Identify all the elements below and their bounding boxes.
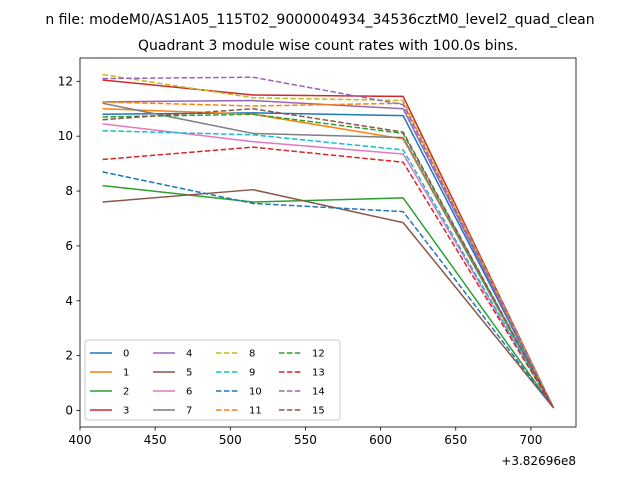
legend-box <box>84 339 341 421</box>
legend-label-13: 13 <box>312 368 325 379</box>
x-tick-label: 450 <box>144 433 167 447</box>
legend-label-0: 0 <box>123 349 129 360</box>
series-line-14 <box>102 76 555 409</box>
series-line-2 <box>102 184 555 409</box>
legend-label-11: 11 <box>249 406 262 417</box>
legend-label-2: 2 <box>123 387 129 398</box>
chart-title: Quadrant 3 module wise count rates with … <box>138 38 518 54</box>
x-tick-label: 600 <box>369 433 392 447</box>
series-line-9 <box>102 129 555 409</box>
series-line-13 <box>102 146 555 409</box>
x-tick-label: 700 <box>519 433 542 447</box>
legend-label-1: 1 <box>123 368 129 379</box>
x-tick-label: 500 <box>219 433 242 447</box>
legend-label-6: 6 <box>186 387 192 398</box>
y-tick-label: 12 <box>58 74 73 88</box>
legend-label-14: 14 <box>312 387 325 398</box>
legend-label-3: 3 <box>123 406 129 417</box>
y-tick-label: 10 <box>58 129 73 143</box>
x-tick-label: 550 <box>294 433 317 447</box>
legend-label-4: 4 <box>186 349 192 360</box>
series-line-10 <box>102 171 555 409</box>
y-tick-label: 6 <box>65 239 73 253</box>
legend-label-15: 15 <box>312 406 325 417</box>
series-line-8 <box>102 73 555 409</box>
y-tick-label: 8 <box>65 184 73 198</box>
y-tick-label: 2 <box>65 349 73 363</box>
x-offset-label: +3.82696e8 <box>501 454 576 468</box>
legend-label-12: 12 <box>312 349 325 360</box>
x-tick-label: 400 <box>69 433 92 447</box>
y-tick-label: 0 <box>65 404 73 418</box>
axes-frame <box>79 57 577 428</box>
series-line-7 <box>102 102 555 409</box>
legend-label-10: 10 <box>249 387 262 398</box>
legend-label-8: 8 <box>249 349 255 360</box>
legend-label-9: 9 <box>249 368 255 379</box>
series-line-11 <box>102 101 555 409</box>
y-tick-label: 4 <box>65 294 73 308</box>
series-line-15 <box>102 108 555 409</box>
legend-label-7: 7 <box>186 406 192 417</box>
series-line-5 <box>102 188 555 409</box>
x-tick-label: 650 <box>444 433 467 447</box>
chart-suptitle: n file: modeM0/AS1A05_115T02_9000004934_… <box>45 12 594 28</box>
series-line-3 <box>102 79 555 409</box>
legend-label-5: 5 <box>186 368 192 379</box>
